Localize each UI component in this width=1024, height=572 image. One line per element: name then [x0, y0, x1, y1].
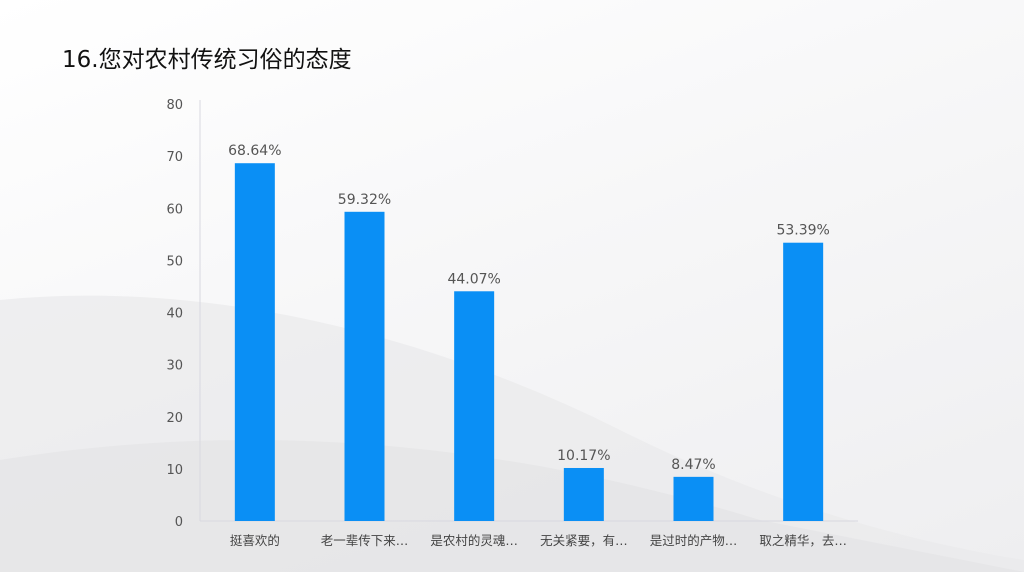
data-label: 44.07% [447, 271, 500, 287]
y-tick-label: 0 [175, 515, 183, 530]
bar [344, 211, 385, 521]
y-tick-label: 10 [166, 463, 183, 478]
y-tick-label: 40 [166, 307, 183, 322]
data-label: 8.47% [671, 457, 715, 473]
x-tick-label: 是农村的灵魂… [430, 533, 518, 548]
y-tick-label: 70 [166, 150, 183, 165]
bar [783, 242, 824, 521]
bar [673, 476, 714, 521]
data-label: 53.39% [776, 223, 829, 239]
page-title: 16.您对农村传统习俗的态度 [62, 47, 352, 73]
y-tick-label: 20 [166, 411, 183, 426]
x-tick-label: 是过时的产物… [650, 533, 738, 548]
x-tick-label: 老一辈传下来… [321, 533, 409, 548]
bar [234, 163, 275, 522]
bar [454, 291, 495, 521]
data-label: 68.64% [228, 143, 281, 159]
y-tick-label: 80 [166, 98, 183, 113]
y-tick-label: 30 [166, 359, 183, 374]
bar [563, 467, 604, 521]
y-tick-label: 60 [166, 202, 183, 217]
data-label: 59.32% [338, 192, 391, 208]
x-tick-label: 取之精华，去… [759, 533, 847, 548]
x-tick-label: 无关紧要，有… [540, 533, 628, 548]
data-label: 10.17% [557, 448, 610, 464]
x-tick-label: 挺喜欢的 [230, 533, 280, 548]
y-tick-label: 50 [166, 254, 183, 269]
